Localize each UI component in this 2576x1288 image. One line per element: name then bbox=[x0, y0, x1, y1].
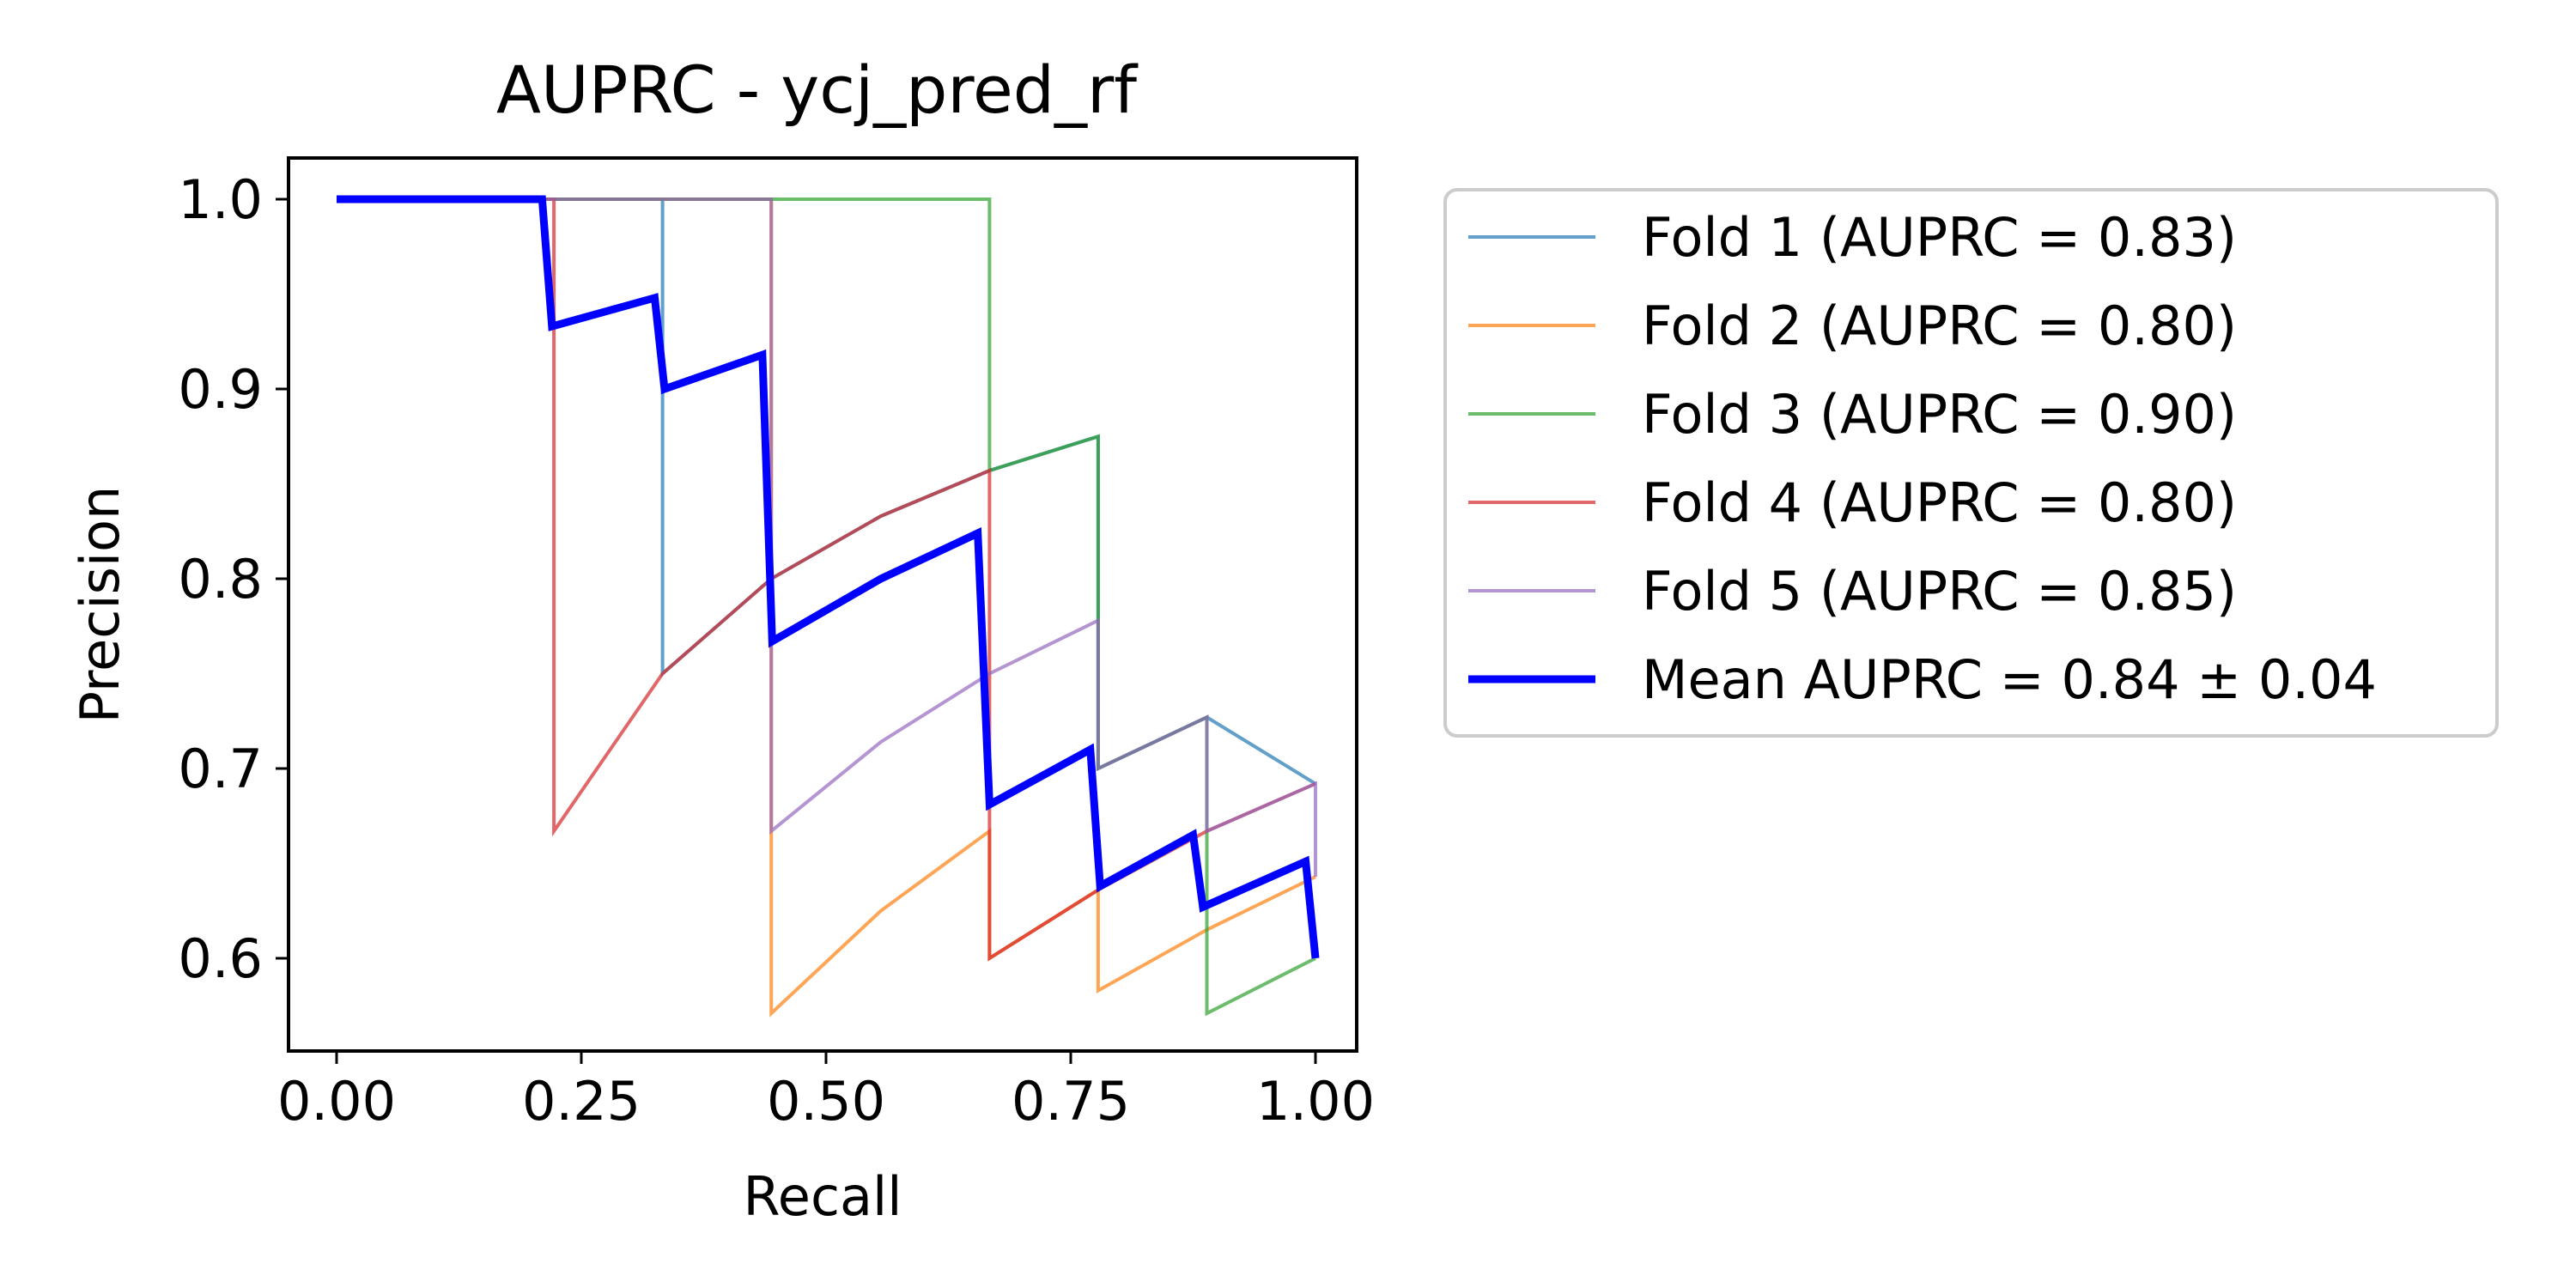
x-tick-label: 0.00 bbox=[277, 1070, 396, 1133]
series-layer bbox=[337, 195, 1320, 1018]
mean-series-line bbox=[337, 195, 1320, 959]
series-line-fold-5 bbox=[337, 197, 1317, 877]
x-tick-label: 1.00 bbox=[1256, 1070, 1375, 1133]
chart-title: AUPRC - ycj_pred_rf bbox=[496, 52, 1139, 128]
legend-label: Mean AUPRC = 0.84 ± 0.04 bbox=[1642, 648, 2377, 711]
legend-label: Fold 1 (AUPRC = 0.83) bbox=[1642, 206, 2237, 269]
y-axis-ticks: 0.6 0.7 0.8 0.9 1.0 bbox=[178, 168, 289, 990]
x-axis-label: Recall bbox=[744, 1165, 902, 1228]
legend-label: Fold 3 (AUPRC = 0.90) bbox=[1642, 383, 2237, 446]
x-tick-label: 0.50 bbox=[767, 1070, 885, 1133]
series-line-fold-1 bbox=[337, 197, 1317, 786]
legend-label: Fold 5 (AUPRC = 0.85) bbox=[1642, 560, 2237, 623]
y-tick-label: 0.9 bbox=[178, 358, 263, 421]
y-tick-label: 0.6 bbox=[178, 927, 263, 990]
y-tick-label: 0.7 bbox=[178, 738, 263, 800]
legend-label: Fold 2 (AUPRC = 0.80) bbox=[1642, 295, 2237, 357]
y-tick-label: 0.8 bbox=[178, 548, 263, 611]
y-axis-label: Precision bbox=[69, 486, 131, 724]
plot-frame bbox=[287, 156, 1358, 1053]
y-tick-label: 1.0 bbox=[178, 168, 263, 231]
legend: Fold 1 (AUPRC = 0.83) Fold 2 (AUPRC = 0.8… bbox=[1443, 188, 2499, 738]
x-axis-ticks: 0.00 0.25 0.50 0.75 1.00 bbox=[277, 1051, 1375, 1133]
x-tick-label: 0.25 bbox=[522, 1070, 641, 1133]
legend-label: Fold 4 (AUPRC = 0.80) bbox=[1642, 471, 2237, 534]
legend-items: Fold 1 (AUPRC = 0.83) Fold 2 (AUPRC = 0.8… bbox=[1468, 206, 2377, 711]
legend-box bbox=[1443, 188, 2499, 738]
x-tick-label: 0.75 bbox=[1012, 1070, 1130, 1133]
